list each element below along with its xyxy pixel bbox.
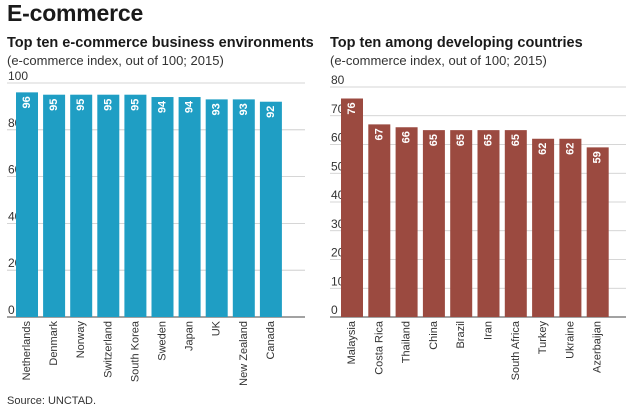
chart-panel-business-environments: Top ten e-commerce business environments… [7,35,314,386]
category-label: Azerbaijan [592,321,604,373]
bar-norway [70,94,93,317]
bar-iran [477,130,500,317]
bar-sweden [151,97,174,317]
bar-value-label: 65 [510,134,522,146]
chart-title: Top ten e-commerce business environments [7,35,314,51]
bar-azerbaijan [586,147,609,317]
category-label: South Korea [129,320,141,382]
category-label: UK [211,320,223,336]
bar-value-label: 96 [21,96,33,108]
category-label: Japan [184,321,196,351]
bar-value-label: 62 [537,143,549,155]
category-label: Turkey [537,321,549,355]
chart-subtitle: (e-commerce index, out of 100; 2015) [7,53,224,68]
bar-value-label: 65 [455,134,467,146]
category-label: Costa Rica [373,320,385,375]
chart-panel-developing-countries: Top ten among developing countries (e-co… [330,35,626,380]
category-label: Malaysia [346,320,358,364]
bar-turkey [532,138,555,317]
category-label: Iran [483,321,495,340]
category-label: Canada [265,320,277,359]
bar-japan [178,97,201,317]
bar-value-label: 95 [75,99,87,111]
bar-chart-business-environments: 02040608010096Netherlands95Denmark95Norw… [7,69,305,386]
bar-value-label: 66 [401,131,413,143]
bar-value-label: 65 [483,134,495,146]
bar-new-zealand [232,99,255,317]
bar-netherlands [16,92,38,317]
bar-value-label: 65 [428,134,440,146]
bar-canada [259,101,282,317]
y-tick-label: 0 [8,303,15,317]
bar-value-label: 95 [129,99,141,111]
y-tick-label: 0 [331,303,338,317]
bar-brazil [450,130,473,317]
bar-ukraine [559,138,582,317]
bar-malaysia [341,98,363,317]
category-label: Sweden [157,321,169,361]
bar-value-label: 62 [564,143,576,155]
category-label: China [428,320,440,350]
chart-title: Top ten among developing countries [330,35,583,51]
bar-costa-rica [368,124,391,317]
bar-uk [205,99,228,317]
bar-value-label: 76 [346,102,358,114]
bar-south-korea [124,94,147,317]
bar-value-label: 59 [592,151,604,163]
bar-value-label: 95 [48,99,60,111]
bar-thailand [395,127,418,317]
category-label: Denmark [48,321,60,366]
bar-denmark [43,94,66,317]
y-tick-label: 80 [331,73,345,87]
chart-subtitle: (e-commerce index, out of 100; 2015) [330,53,547,68]
bar-value-label: 67 [373,128,385,140]
bar-value-label: 95 [102,99,114,111]
bar-value-label: 93 [238,103,250,115]
page-title: E-commerce [7,0,144,26]
category-label: Brazil [455,321,467,349]
category-label: New Zealand [238,321,250,386]
bar-switzerland [97,94,120,317]
category-label: Norway [75,321,87,359]
y-tick-label: 100 [8,69,28,83]
bar-china [422,130,445,317]
category-label: Netherlands [21,321,33,381]
bar-value-label: 93 [211,103,223,115]
category-label: Switzerland [102,321,114,378]
category-label: Thailand [401,321,413,363]
bar-value-label: 92 [265,106,277,118]
bar-value-label: 94 [184,100,196,113]
category-label: Ukraine [564,321,576,359]
category-label: South Africa [510,320,522,380]
bar-south-africa [504,130,527,317]
bar-value-label: 94 [157,100,169,113]
source-note: Source: UNCTAD. [7,395,97,407]
